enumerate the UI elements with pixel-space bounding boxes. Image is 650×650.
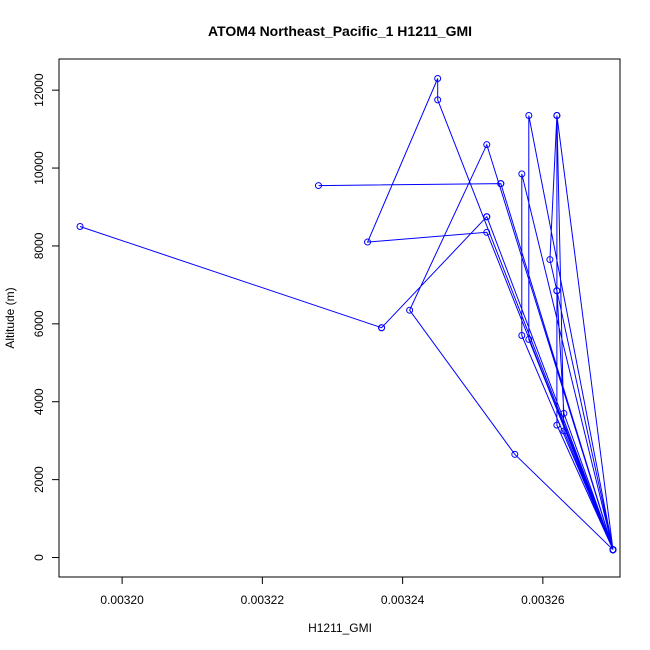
x-tick-label: 0.00320	[100, 593, 144, 607]
y-tick-label: 10000	[32, 151, 46, 185]
data-point	[553, 421, 561, 429]
data-point	[483, 141, 491, 149]
y-tick-label: 12000	[32, 73, 46, 107]
data-point	[518, 170, 526, 178]
data-point	[76, 222, 84, 230]
x-tick-label: 0.00326	[521, 593, 565, 607]
plot-frame	[58, 58, 621, 578]
y-axis: 0 2000 4000 6000 8000 10000 12000	[32, 73, 59, 561]
data-point	[364, 238, 372, 246]
data-point	[546, 256, 554, 264]
chart-title: ATOM4 Northeast_Pacific_1 H1211_GMI	[208, 23, 472, 39]
x-tick-label: 0.00324	[381, 593, 425, 607]
data-point	[378, 324, 386, 332]
data-point	[609, 546, 617, 554]
x-axis: 0.00320 0.00322 0.00324 0.00326	[100, 577, 565, 607]
x-axis-label: H1211_GMI	[308, 621, 372, 635]
series-line	[79, 78, 614, 551]
data-point	[406, 306, 414, 314]
x-tick-label: 0.00322	[241, 593, 285, 607]
data-point	[560, 409, 568, 417]
data-point	[525, 335, 533, 343]
data-point	[314, 182, 322, 190]
y-tick-label: 0	[32, 554, 46, 561]
data-point	[553, 111, 561, 119]
data-point	[497, 180, 505, 188]
data-point	[553, 287, 561, 295]
data-point	[434, 96, 442, 104]
data-point	[560, 427, 568, 435]
data-point	[518, 332, 526, 340]
y-tick-label: 2000	[32, 466, 46, 493]
y-tick-label: 6000	[32, 310, 46, 337]
data-point	[434, 74, 442, 82]
data-point	[483, 213, 491, 221]
data-point	[483, 228, 491, 236]
data-point	[511, 450, 519, 458]
y-tick-label: 4000	[32, 388, 46, 415]
series-layer	[76, 74, 617, 554]
data-point	[525, 111, 533, 119]
y-tick-label: 8000	[32, 232, 46, 259]
y-axis-label: Altitude (m)	[3, 287, 17, 348]
